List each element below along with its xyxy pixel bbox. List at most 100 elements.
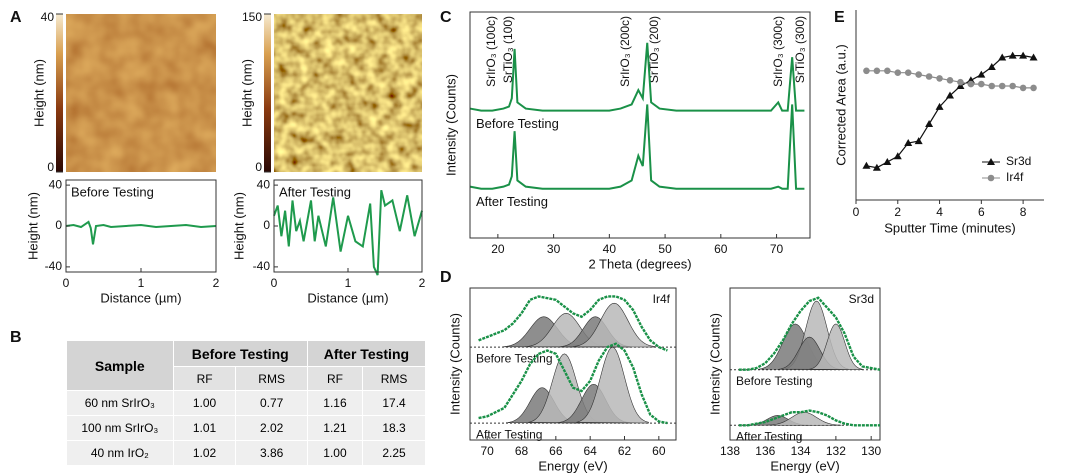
table-header: Sample (66, 340, 174, 391)
table-cell: 2.25 (362, 440, 426, 466)
table-cell: 1.16 (306, 390, 364, 416)
colorbar-tick-label: 150 (242, 10, 262, 24)
data-line (65, 220, 217, 245)
peak-label: SrIrO₃ (200c) (618, 16, 632, 87)
spectrum-line (738, 296, 881, 371)
x-tick-label: 134 (791, 444, 811, 458)
x-tick-label: 60 (652, 444, 666, 458)
marker (915, 71, 922, 78)
legend-label: Ir4f (1006, 170, 1024, 184)
peak-label: SrTiO₃ (300) (793, 16, 807, 83)
x-axis-label: Energy (eV) (538, 458, 607, 473)
colorbar (56, 14, 63, 172)
table-subheader: RF (172, 366, 237, 391)
marker (988, 82, 996, 90)
marker (978, 80, 985, 88)
panel-label: B (10, 329, 22, 346)
x-tick-label: 30 (547, 242, 561, 256)
spectrum-line (478, 342, 668, 425)
marker (883, 158, 892, 165)
plot-frame (469, 11, 811, 239)
table-cell: 2.02 (235, 415, 308, 441)
marker (946, 77, 954, 84)
spectrum-line (478, 295, 668, 352)
legend-marker (987, 158, 995, 165)
peak-label: SrIrO₃ (300c) (771, 16, 785, 87)
y-tick-label: 0 (263, 218, 270, 232)
spectrum-line (738, 409, 880, 427)
x-tick-label: 132 (826, 444, 846, 458)
marker (1019, 51, 1028, 59)
marker (987, 63, 996, 70)
colorbar (264, 14, 271, 172)
table-cell: 17.4 (362, 390, 426, 416)
y-axis-label: Intensity (Counts) (443, 74, 458, 176)
table-cell: 1.02 (172, 440, 237, 466)
marker (862, 161, 871, 169)
x-axis-label: Energy (eV) (770, 458, 839, 473)
annotation: After Testing (279, 184, 351, 199)
marker (893, 152, 902, 160)
x-tick-label: 2 (894, 205, 901, 219)
marker (872, 163, 881, 171)
y-axis-label: Height (nm) (231, 192, 246, 260)
x-tick-label: 1 (138, 276, 145, 290)
x-tick-label: 130 (861, 444, 881, 458)
x-tick-label: 0 (271, 276, 278, 290)
plot-frame (469, 287, 677, 441)
peak-label: SrIrO₃ (100c) (484, 16, 498, 87)
x-tick-label: 20 (491, 242, 505, 256)
data-line (469, 104, 805, 190)
table-cell: 40 nm IrO₂ (66, 440, 174, 466)
data-line (866, 55, 1034, 169)
x-axis-label: Distance (µm) (307, 290, 388, 305)
y-axis-label: Height (nm) (31, 59, 46, 127)
series-label: After Testing (476, 194, 548, 209)
table-cell: 1.21 (306, 415, 364, 441)
afm-image (66, 14, 216, 172)
marker (904, 69, 912, 76)
marker (1029, 53, 1038, 61)
x-axis-label: 2 Theta (degrees) (588, 256, 691, 271)
marker (904, 139, 913, 146)
annotation: Sr3d (849, 292, 874, 306)
panel-label: C (440, 9, 452, 26)
x-tick-label: 50 (658, 242, 672, 256)
table-cell: 1.01 (172, 415, 237, 441)
table-header: After Testing (306, 340, 427, 367)
data-line (469, 42, 805, 112)
marker (873, 67, 881, 75)
marker (977, 70, 986, 78)
x-tick-label: 2 (419, 276, 426, 290)
table-subheader: RMS (362, 366, 426, 391)
y-tick-label: 40 (257, 177, 271, 191)
y-tick-label: 40 (49, 177, 63, 191)
fit-component (572, 302, 656, 348)
panel-label: A (10, 9, 22, 26)
marker (884, 67, 891, 75)
fit-component (809, 323, 863, 371)
table-subheader: RMS (235, 366, 308, 391)
marker (1008, 51, 1017, 59)
x-tick-label: 0 (63, 276, 70, 290)
table-cell: 1.00 (306, 440, 364, 466)
y-axis-label: Height (nm) (239, 59, 254, 127)
series-label: Before Testing (476, 116, 559, 131)
series-label: After Testing (736, 429, 802, 443)
colorbar-tick-label: 40 (41, 10, 55, 24)
x-tick-label: 62 (618, 444, 632, 458)
series-label: After Testing (476, 427, 542, 441)
marker (1009, 82, 1016, 90)
marker (1030, 84, 1037, 92)
peak-label: SrTiO₃ (100) (501, 16, 515, 83)
table-cell: 0.77 (235, 390, 308, 416)
fit-component (576, 346, 649, 424)
x-tick-label: 60 (714, 242, 728, 256)
y-tick-label: 0 (55, 218, 62, 232)
x-tick-label: 68 (515, 444, 529, 458)
x-tick-label: 40 (603, 242, 617, 256)
peak-label: SrTiO₃ (200) (647, 16, 661, 83)
marker (894, 69, 902, 76)
